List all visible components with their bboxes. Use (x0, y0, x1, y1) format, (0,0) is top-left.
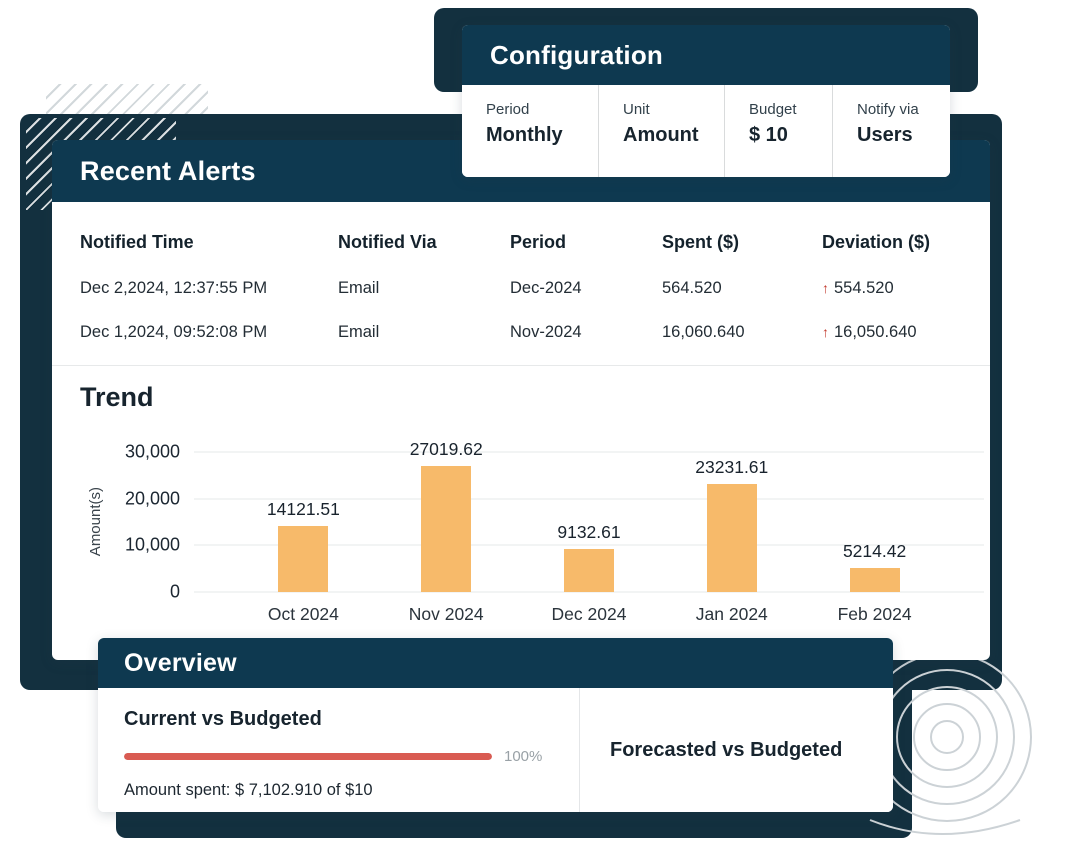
field-value: $ 10 (749, 124, 788, 146)
progress-bar (124, 753, 492, 760)
deviation-value: 16,050.640 (834, 323, 917, 341)
field-label: Period (486, 101, 530, 118)
progress-row: 100% (124, 748, 553, 765)
trend-bars: 14121.51 27019.62 9132.61 23231.61 5214.42 (194, 439, 984, 592)
x-axis-label: Dec 2024 (551, 604, 627, 624)
y-tick-label: 0 (169, 581, 180, 602)
amount-spent-text: Amount spent: $ 7,102.910 of $10 (124, 781, 373, 799)
y-tick-label: 30,000 (124, 441, 180, 462)
recent-alerts-panel: Recent Alerts Notified Time Notified Via… (52, 140, 990, 660)
bar-column: 23231.61 (660, 452, 803, 592)
configuration-title: Configuration (462, 25, 950, 85)
field-value: Amount (623, 124, 699, 146)
x-axis-label: Nov 2024 (408, 604, 484, 624)
gridline (194, 591, 984, 593)
trend-bar[interactable] (849, 567, 900, 592)
gridline (194, 498, 984, 500)
trend-categories: Oct 2024 Nov 2024 Dec 2024 Jan 2024 Feb 2024 (194, 592, 984, 632)
trend-yticks: 30,000 20,000 10,000 0 (112, 442, 194, 602)
cell-period: Dec-2024 (510, 279, 582, 297)
alerts-table: Notified Time Notified Via Period Spent … (52, 202, 990, 342)
table-header-row: Notified Time Notified Via Period Spent … (80, 232, 962, 253)
x-axis-label: Feb 2024 (837, 604, 912, 624)
trend-bar[interactable] (706, 483, 757, 592)
cell-deviation: ↑ 16,050.640 (822, 323, 962, 342)
trend-title: Trend (80, 382, 154, 412)
overview-panel: Overview Current vs Budgeted 100% Amount… (98, 638, 893, 812)
cell-deviation: ↑ 554.520 (822, 279, 962, 298)
bar-value-label: 14121.51 (266, 499, 340, 520)
column-header-period: Period (510, 232, 567, 252)
cell-notified-via: Email (338, 279, 380, 297)
column-header-deviation: Deviation ($) (822, 232, 931, 252)
y-tick-label: 20,000 (124, 488, 180, 509)
overview-title: Overview (98, 638, 893, 688)
field-label: Notify via (857, 101, 919, 118)
table-row: Dec 1,2024, 09:52:08 PM Email Nov-2024 1… (80, 323, 962, 342)
deviation-value: 554.520 (834, 279, 894, 297)
forecasted-vs-budgeted-section: Forecasted vs Budgeted (580, 688, 893, 812)
gridline (194, 544, 984, 546)
x-axis-label: Jan 2024 (695, 604, 768, 624)
field-value: Users (857, 124, 913, 146)
y-tick-label: 10,000 (124, 534, 180, 555)
config-field-unit: Unit Amount (598, 85, 724, 177)
bar-column: 27019.62 (375, 439, 518, 592)
cell-notified-via: Email (338, 323, 380, 341)
progress-percent-label: 100% (504, 748, 543, 765)
field-value: Monthly (486, 124, 563, 146)
deviation-up-icon: ↑ (822, 280, 829, 296)
trend-bar[interactable] (421, 465, 472, 592)
cell-notified-time: Dec 1,2024, 09:52:08 PM (80, 323, 268, 341)
deviation-up-icon: ↑ (822, 324, 829, 340)
trend-chart: Amount(s) 30,000 20,000 10,000 0 14121.51 27… (78, 439, 984, 632)
column-header-notified-time: Notified Time (80, 232, 194, 252)
bar-column: 14121.51 (232, 452, 375, 592)
cell-period: Nov-2024 (510, 323, 582, 341)
field-label: Unit (623, 101, 650, 118)
cell-spent: 564.520 (662, 279, 722, 297)
trend-bar[interactable] (563, 549, 614, 592)
field-label: Budget (749, 101, 797, 118)
gridline (194, 451, 984, 453)
y-axis-title: Amount(s) (86, 487, 104, 557)
cell-spent: 16,060.640 (662, 323, 745, 341)
config-field-period: Period Monthly (462, 85, 598, 177)
table-row: Dec 2,2024, 12:37:55 PM Email Dec-2024 5… (80, 279, 962, 298)
current-vs-budgeted-section: Current vs Budgeted 100% Amount spent: $… (98, 688, 580, 812)
bar-value-label: 5214.42 (842, 540, 907, 561)
trend-bar[interactable] (278, 526, 329, 592)
bar-value-label: 23231.61 (695, 456, 769, 477)
bar-column: 9132.61 (518, 452, 661, 592)
configuration-fields: Period Monthly Unit Amount Budget $ 10 N… (462, 85, 950, 177)
bar-column: 5214.42 (803, 452, 946, 592)
current-vs-budgeted-title: Current vs Budgeted (124, 708, 322, 730)
configuration-panel: Configuration Period Monthly Unit Amount… (462, 25, 950, 177)
x-axis-label: Oct 2024 (267, 604, 339, 624)
config-field-budget: Budget $ 10 (724, 85, 832, 177)
bar-value-label: 9132.61 (557, 522, 621, 543)
config-field-notify-via: Notify via Users (832, 85, 950, 177)
bar-value-label: 27019.62 (409, 438, 483, 459)
trend-plot: 14121.51 27019.62 9132.61 23231.61 5214.42 (194, 439, 984, 593)
column-header-spent: Spent ($) (662, 232, 740, 252)
column-header-notified-via: Notified Via (338, 232, 437, 252)
overview-body: Current vs Budgeted 100% Amount spent: $… (98, 688, 893, 812)
section-divider (52, 365, 990, 366)
progress-fill (124, 753, 492, 760)
cell-notified-time: Dec 2,2024, 12:37:55 PM (80, 279, 268, 297)
forecasted-vs-budgeted-title: Forecasted vs Budgeted (610, 738, 843, 761)
